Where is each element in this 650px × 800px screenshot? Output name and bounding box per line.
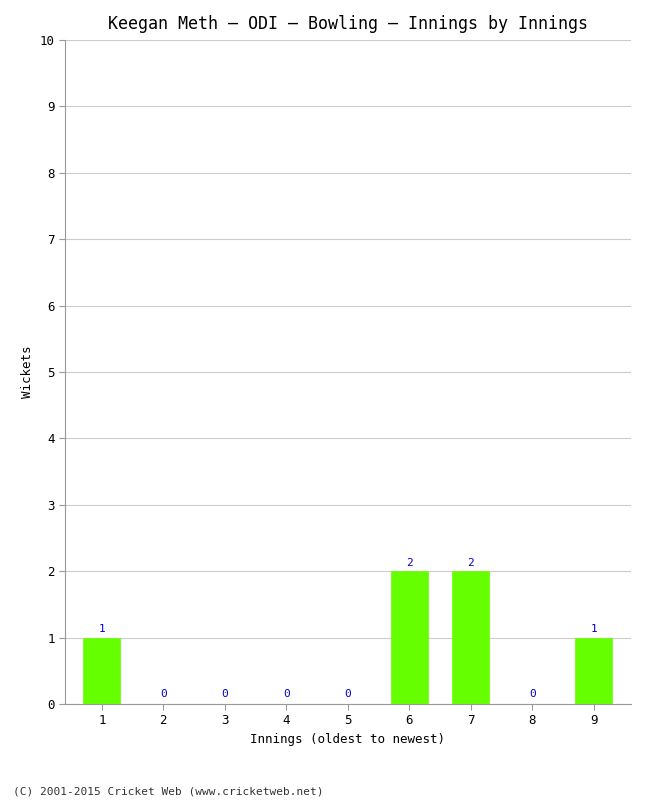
Text: 0: 0 (529, 689, 536, 698)
Bar (83, 638, 120, 704)
Bar (452, 571, 489, 704)
Bar (575, 638, 612, 704)
Title: Keegan Meth – ODI – Bowling – Innings by Innings: Keegan Meth – ODI – Bowling – Innings by… (108, 15, 588, 33)
Y-axis label: Wickets: Wickets (21, 346, 34, 398)
Text: (C) 2001-2015 Cricket Web (www.cricketweb.net): (C) 2001-2015 Cricket Web (www.cricketwe… (13, 786, 324, 796)
Text: 2: 2 (467, 558, 474, 568)
X-axis label: Innings (oldest to newest): Innings (oldest to newest) (250, 733, 445, 746)
Bar (391, 571, 428, 704)
Text: 1: 1 (99, 624, 105, 634)
Text: 0: 0 (283, 689, 290, 698)
Text: 0: 0 (160, 689, 166, 698)
Text: 2: 2 (406, 558, 413, 568)
Text: 0: 0 (222, 689, 228, 698)
Text: 1: 1 (590, 624, 597, 634)
Text: 0: 0 (344, 689, 351, 698)
